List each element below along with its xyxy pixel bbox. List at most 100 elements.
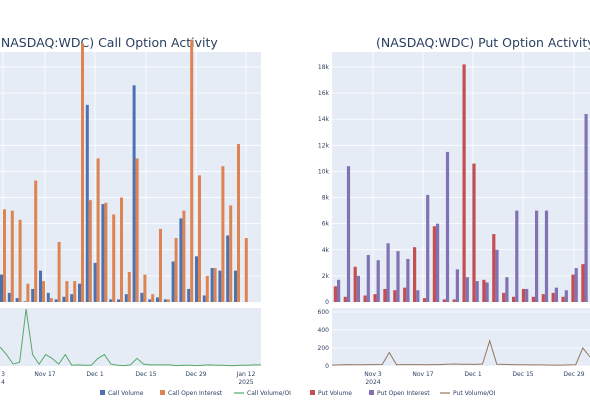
put-open-interest-bar [396,251,400,302]
put-volume-bar [482,279,486,302]
put-volume-oi-line [331,339,590,366]
call-volume-bar [7,292,11,302]
y2-tick-label: 200 [318,345,330,352]
x-tick-label: Nov 17 [412,371,433,378]
put-open-interest-bar [574,268,578,302]
legend-item: Call Volume [100,390,144,397]
put-volume-bar [531,296,535,302]
put-volume-bar [393,290,397,302]
call-volume-plot-area [0,52,261,302]
put-bars [333,64,588,302]
call-open-interest-bar [198,175,201,302]
call-volume-bar [156,297,159,302]
call-volume-bar [218,270,222,302]
put-ratio-plot-area [332,308,590,366]
put-open-interest-bar [386,243,390,302]
call-open-interest-bar [190,39,194,302]
put-ratio-line [331,339,590,366]
call-open-interest-bar [135,158,139,302]
put-volume-bar [343,296,347,302]
call-open-interest-bar [104,202,108,302]
legend-label: Put Volume/OI [453,390,496,397]
call-open-interest-bar [3,209,6,302]
x-tick-label: Nov 17 [34,371,55,378]
put-option-panel: (NASDAQ:WDC) Put Option Activity 0 2k 4k 6k… [318,35,590,386]
y-tick-label: 2k [322,273,330,280]
legend-item: Call Volume/OI [234,390,291,397]
call-volume-bar [195,256,198,302]
legend-label: Call Volume [108,390,144,397]
put-open-interest-bar [485,282,489,302]
put-volume-bar [363,295,367,302]
legend-swatch [160,390,165,395]
call-open-interest-bar [151,294,155,302]
x-tick-label: Nov 3 [364,371,382,378]
legend: Call Volume Call Open Interest Call Volume… [100,390,496,397]
x-tick-label: Jan 12 [236,371,256,378]
put-volume-bar [353,266,357,302]
put-volume-bar [373,294,377,302]
legend-label: Put Volume [318,390,352,397]
call-volume-bar [54,299,58,302]
put-open-interest-bar [436,223,440,302]
put-open-interest-bar [564,290,568,302]
put-open-interest-bar [505,277,509,302]
put-volume-bar [521,288,526,302]
call-open-interest-bar [120,197,123,302]
call-volume-bar [124,294,128,302]
call-volume-bar [70,294,74,302]
call-ratio-plot-area [0,308,261,366]
put-volume-bar [403,287,407,302]
put-open-interest-bar [495,249,499,302]
call-open-interest-bar [42,281,45,302]
x-tick-label: 3 [1,371,5,378]
y2-tick-label: 0 [325,363,329,370]
call-chart-title: (NASDAQ:WDC) Call Option Activity [0,35,218,50]
put-open-interest-bar [366,255,370,302]
call-open-interest-bar [57,241,61,302]
y-tick-label: 10k [318,168,330,175]
put-open-interest-bar [376,260,380,302]
legend-label: Call Open Interest [168,390,223,397]
y-tick-label: 0 [325,299,329,306]
x-tick-label: Dec 29 [563,371,584,378]
put-open-interest-bar [416,290,420,302]
put-open-interest-bar [346,166,351,302]
legend-item: Put Volume [310,390,352,397]
call-volume-bar [226,235,230,302]
call-open-interest-bar [96,158,100,302]
x-tick-sublabel: 2024 [365,379,380,386]
call-volume-bar [31,288,35,302]
call-volume-oi-line [0,308,261,367]
put-y-ticks: 0 2k 4k 6k 8k 10k 12k 14k 16k 18k 0 200 400 600 [318,64,330,370]
put-volume-bar [512,296,516,302]
put-volume-bar [561,296,565,302]
call-volume-bar [93,262,97,302]
call-open-interest-bar [73,281,77,302]
call-open-interest-bar [229,205,233,302]
call-volume-bar [234,270,237,302]
call-open-interest-bar [10,210,14,302]
call-volume-bar [62,296,66,302]
put-volume-bar [422,298,427,302]
call-volume-bar [78,283,81,302]
call-open-interest-bar [205,275,209,302]
call-option-panel: (NASDAQ:WDC) Call Option Activity 34 Nov … [0,35,261,386]
x-tick-label: Dec 15 [512,371,533,378]
put-volume-bar [333,286,337,302]
x-tick-label: Dec 1 [86,371,104,378]
x-tick-label: Dec 1 [464,371,482,378]
call-open-interest-bar [49,298,53,302]
call-open-interest-bar [34,180,38,302]
put-open-interest-bar [525,288,529,302]
put-volume-bar [442,299,446,302]
call-volume-bar [187,288,191,302]
put-open-interest-bar [584,114,588,302]
put-volume-bar [432,226,436,302]
call-volume-bar [117,299,120,302]
put-volume-bar [462,64,466,302]
call-bars [0,39,248,303]
put-open-interest-bar [455,269,459,302]
